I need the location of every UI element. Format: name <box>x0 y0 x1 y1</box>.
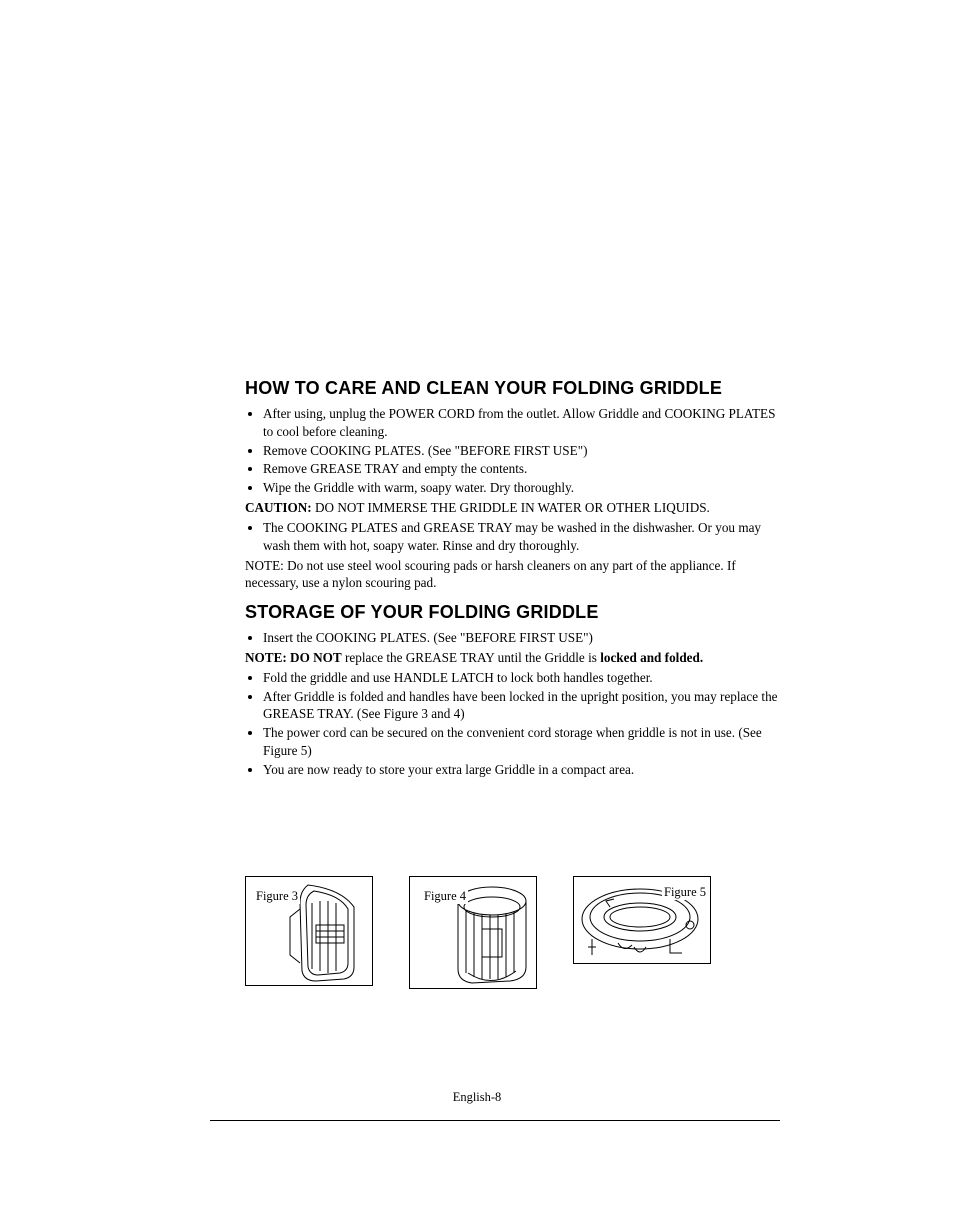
figure-3-box: Figure 3 <box>245 876 373 986</box>
list-item: After Griddle is folded and handles have… <box>263 688 785 724</box>
note-label: NOTE: <box>245 558 284 573</box>
figure-5-label: Figure 5 <box>662 885 708 900</box>
heading-storage: STORAGE OF YOUR FOLDING GRIDDLE <box>245 602 785 623</box>
content-block: HOW TO CARE AND CLEAN YOUR FOLDING GRIDD… <box>245 378 785 781</box>
note-label-2: NOTE: DO NOT <box>245 650 342 665</box>
figure-3-label: Figure 3 <box>254 889 300 904</box>
page: HOW TO CARE AND CLEAN YOUR FOLDING GRIDD… <box>0 0 954 1224</box>
list-item: Wipe the Griddle with warm, soapy water.… <box>263 479 785 497</box>
caution-label: CAUTION: <box>245 500 312 515</box>
figure-5-box: Figure 5 <box>573 876 711 964</box>
note-text-2: replace the GREASE TRAY until the Griddl… <box>342 650 600 665</box>
care-bullets-1: After using, unplug the POWER CORD from … <box>245 405 785 497</box>
figure-4-label: Figure 4 <box>422 889 468 904</box>
list-item: The COOKING PLATES and GREASE TRAY may b… <box>263 519 785 555</box>
caution-line: CAUTION: DO NOT IMMERSE THE GRIDDLE IN W… <box>245 499 785 517</box>
note-line-1: NOTE: Do not use steel wool scouring pad… <box>245 557 785 593</box>
list-item: Remove GREASE TRAY and empty the content… <box>263 460 785 478</box>
list-item: You are now ready to store your extra la… <box>263 761 785 779</box>
note-bold-2: locked and folded. <box>600 650 703 665</box>
list-item: Remove COOKING PLATES. (See "BEFORE FIRS… <box>263 442 785 460</box>
figures-row: Figure 3 Figure 4 <box>245 876 785 989</box>
list-item: The power cord can be secured on the con… <box>263 724 785 760</box>
caution-text: DO NOT IMMERSE THE GRIDDLE IN WATER OR O… <box>312 500 710 515</box>
storage-bullets-1: Insert the COOKING PLATES. (See "BEFORE … <box>245 629 785 647</box>
page-footer: English-8 <box>0 1090 954 1105</box>
list-item: Insert the COOKING PLATES. (See "BEFORE … <box>263 629 785 647</box>
care-bullets-2: The COOKING PLATES and GREASE TRAY may b… <box>245 519 785 555</box>
heading-care-clean: HOW TO CARE AND CLEAN YOUR FOLDING GRIDD… <box>245 378 785 399</box>
list-item: Fold the griddle and use HANDLE LATCH to… <box>263 669 785 687</box>
figure-4-box: Figure 4 <box>409 876 537 989</box>
note-line-2: NOTE: DO NOT replace the GREASE TRAY unt… <box>245 649 785 667</box>
note-text: Do not use steel wool scouring pads or h… <box>245 558 736 591</box>
list-item: After using, unplug the POWER CORD from … <box>263 405 785 441</box>
footer-rule <box>210 1120 780 1121</box>
storage-bullets-2: Fold the griddle and use HANDLE LATCH to… <box>245 669 785 779</box>
